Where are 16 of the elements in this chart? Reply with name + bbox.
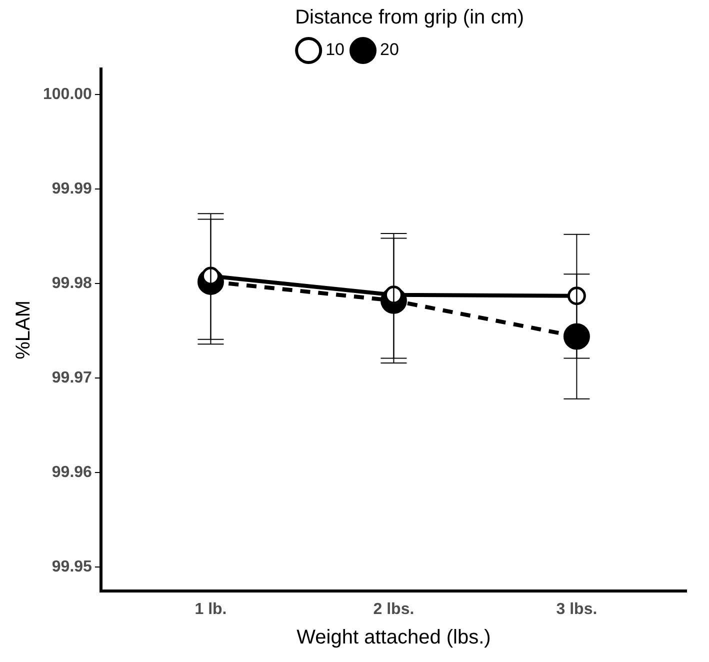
x-axis-title: Weight attached (lbs.) (296, 626, 491, 649)
y-tick-label: 99.98 (52, 274, 92, 292)
y-axis-title: %LAM (12, 300, 35, 360)
point (567, 286, 586, 306)
x-tick-label: 1 lb. (194, 600, 227, 618)
y-tick-label: 99.99 (52, 180, 92, 198)
legend-label: 10 (326, 40, 345, 60)
x-tick-label: 3 lbs. (556, 600, 598, 618)
legend-label: 20 (380, 40, 399, 60)
y-tick-label: 99.95 (52, 558, 92, 576)
y-tick-label: 99.97 (52, 370, 92, 387)
y-tick-label: 99.96 (52, 464, 92, 482)
x-tick-label: 2 lbs. (373, 600, 414, 618)
y-tick-label: 100.00 (43, 86, 92, 103)
legend-title: Distance from grip (in cm) (295, 6, 524, 29)
point (563, 323, 590, 350)
